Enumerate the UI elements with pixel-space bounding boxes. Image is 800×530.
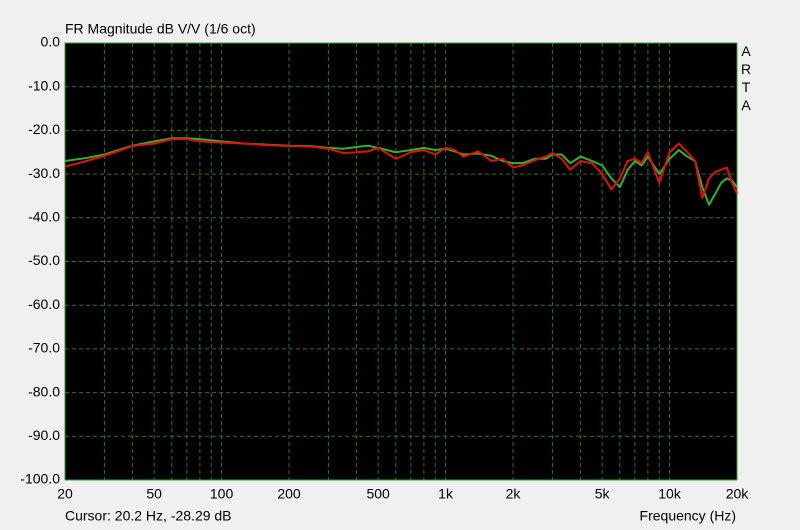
x-tick-label: 1k [438,486,454,502]
series-line [64,138,738,200]
y-tick-label: -10.0 [28,77,60,93]
x-tick-label: 100 [210,486,234,502]
x-tick-label: 20k [726,486,750,502]
y-tick-label: -60.0 [28,296,60,312]
plot-frame [64,42,738,481]
x-tick-label: 500 [366,486,390,502]
x-tick-label: 5k [595,486,611,502]
x-tick-label: 50 [146,486,162,502]
y-tick-label: -80.0 [28,383,60,399]
y-tick-label: -90.0 [28,427,60,443]
y-tick-label: 0.0 [41,34,61,50]
y-tick-label: -40.0 [28,209,60,225]
cursor-readout: Cursor: 20.2 Hz, -28.29 dB [65,508,232,524]
x-tick-label: 10k [658,486,682,502]
y-tick-label: -50.0 [28,252,60,268]
chart-title: FR Magnitude dB V/V (1/6 oct) [65,21,256,37]
y-tick-label: -100.0 [20,471,60,487]
y-tick-label: -20.0 [28,121,60,137]
x-tick-label: 2k [506,486,522,502]
y-tick-label: -30.0 [28,165,60,181]
x-axis-label: Frequency (Hz) [640,508,736,524]
x-tick-label: 200 [277,486,301,502]
x-tick-label: 20 [57,486,73,502]
y-tick-label: -70.0 [28,340,60,356]
